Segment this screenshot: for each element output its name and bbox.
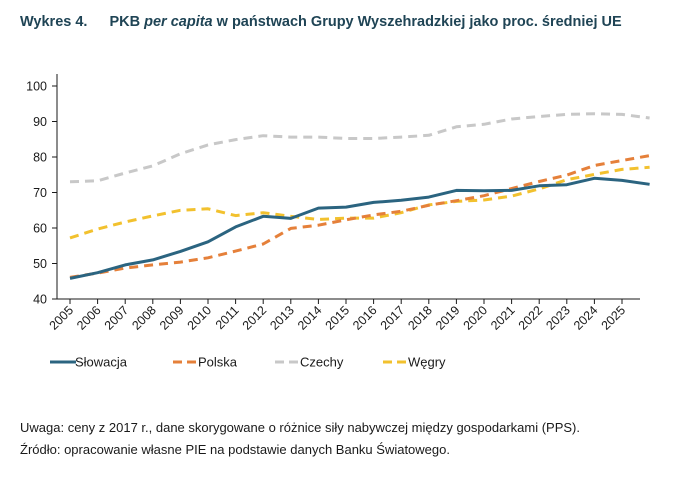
series-line-3 bbox=[69, 112, 650, 184]
x-tick-label: 2024 bbox=[571, 303, 601, 333]
legend-label: Słowacja bbox=[75, 355, 128, 370]
y-tick-label: 60 bbox=[33, 222, 47, 236]
chart-title: Wykres 4. PKB per capita w państwach Grup… bbox=[20, 14, 622, 30]
x-tick-label: 2018 bbox=[405, 303, 435, 333]
x-tick-label: 2017 bbox=[378, 303, 408, 333]
y-axis: 40 50 60 70 80 90 100 bbox=[26, 74, 58, 307]
x-tick-label: 2022 bbox=[516, 303, 546, 333]
x-tick-label: 2016 bbox=[350, 303, 380, 333]
x-tick-label: 2023 bbox=[543, 303, 573, 333]
x-tick-label: 2015 bbox=[323, 303, 353, 333]
title-prefix: PKB bbox=[109, 14, 145, 30]
x-tick-label: 2005 bbox=[47, 303, 77, 333]
series-line-1 bbox=[69, 176, 650, 280]
legend-item: Słowacja bbox=[50, 355, 128, 370]
x-tick-label: 2006 bbox=[74, 303, 104, 333]
y-tick-label: 40 bbox=[33, 293, 47, 307]
line-chart: 40 50 60 70 80 90 100 200520062007200820092010… bbox=[26, 74, 650, 370]
legend-item: Węgry bbox=[383, 355, 446, 370]
y-tick-label: 50 bbox=[33, 257, 47, 271]
legend-label: Polska bbox=[198, 355, 238, 370]
series-line-4 bbox=[69, 165, 650, 240]
x-tick-label: 2008 bbox=[129, 303, 159, 333]
legend-label: Czechy bbox=[300, 355, 344, 370]
note-text: Uwaga: ceny z 2017 r., dane skorygowane … bbox=[20, 420, 580, 435]
x-tick-label: 2012 bbox=[240, 303, 270, 333]
figure-number: Wykres 4. bbox=[20, 14, 88, 30]
series-line-2 bbox=[69, 154, 650, 279]
legend-item: Polska bbox=[173, 355, 238, 370]
y-tick-label: 90 bbox=[33, 115, 47, 129]
series-lines bbox=[69, 112, 650, 280]
title-suffix: w państwach Grupy Wyszehradzkiej jako pr… bbox=[212, 14, 622, 30]
y-tick-label: 80 bbox=[33, 151, 47, 165]
legend-label: Węgry bbox=[408, 355, 446, 370]
y-tick-label: 70 bbox=[33, 186, 47, 200]
notes: Uwaga: ceny z 2017 r., dane skorygowane … bbox=[20, 417, 580, 461]
legend: Słowacja Polska Czechy Węgry bbox=[50, 355, 446, 370]
x-tick-label: 2011 bbox=[213, 303, 242, 332]
x-tick-label: 2013 bbox=[267, 303, 297, 333]
legend-item: Czechy bbox=[275, 355, 344, 370]
x-tick-label: 2025 bbox=[599, 303, 629, 333]
x-tick-label: 2019 bbox=[433, 303, 463, 333]
title-italic: per capita bbox=[144, 14, 213, 30]
x-tick-label: 2021 bbox=[488, 303, 518, 333]
x-tick-label: 2010 bbox=[185, 303, 215, 333]
y-tick-label: 100 bbox=[26, 80, 47, 94]
x-axis: 2005200620072008200920102011201220132014… bbox=[47, 298, 640, 333]
x-tick-label: 2009 bbox=[157, 303, 187, 333]
x-tick-label: 2007 bbox=[102, 303, 132, 333]
x-tick-label: 2014 bbox=[295, 303, 325, 333]
x-tick-label: 2020 bbox=[461, 303, 491, 333]
source-text: Źródło: opracowanie własne PIE na podsta… bbox=[20, 442, 450, 457]
